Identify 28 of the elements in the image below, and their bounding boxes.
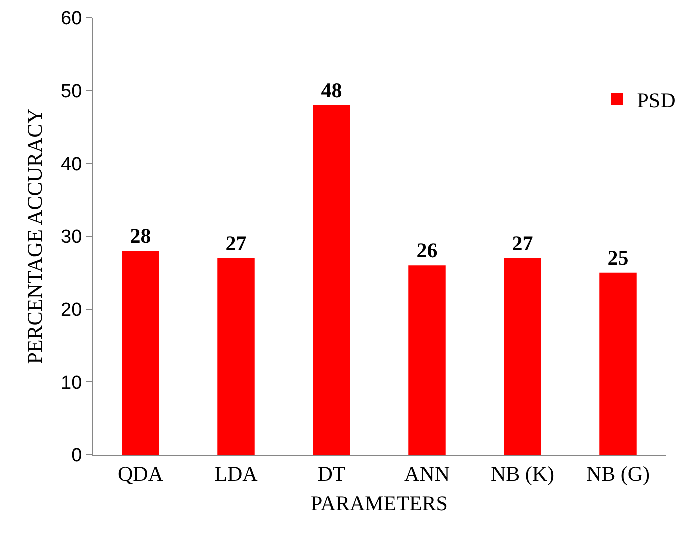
y-tick-label: 10 (61, 372, 82, 394)
y-tick-label: 20 (61, 300, 82, 321)
x-tick-label: QDA (118, 462, 164, 486)
data-label: 25 (608, 246, 629, 270)
x-tick-label: NB (G) (586, 462, 650, 486)
data-label: 28 (130, 224, 152, 248)
bar (218, 258, 255, 455)
data-label: 27 (226, 231, 247, 256)
legend-label: PSD (637, 88, 676, 113)
data-label: 48 (321, 78, 342, 102)
y-tick-label: 40 (61, 154, 82, 176)
y-tick-label: 30 (61, 227, 82, 248)
y-axis-title: PERCENTAGE ACCURACY (23, 108, 48, 364)
bar (313, 105, 350, 455)
bar (122, 251, 160, 455)
x-axis-title: PARAMETERS (311, 491, 448, 516)
x-tick-label: ANN (404, 462, 450, 486)
x-tick-label: NB (K) (490, 462, 555, 486)
data-label: 26 (416, 238, 438, 263)
y-tick-label: 50 (61, 81, 82, 102)
bar (504, 258, 542, 455)
bar (408, 266, 446, 455)
data-label: 27 (512, 231, 534, 256)
x-tick-label: LDA (214, 462, 259, 486)
x-tick-label: DT (318, 462, 346, 486)
y-tick-label: 0 (72, 446, 82, 467)
y-tick-label: 60 (61, 8, 82, 30)
bar (600, 272, 637, 455)
